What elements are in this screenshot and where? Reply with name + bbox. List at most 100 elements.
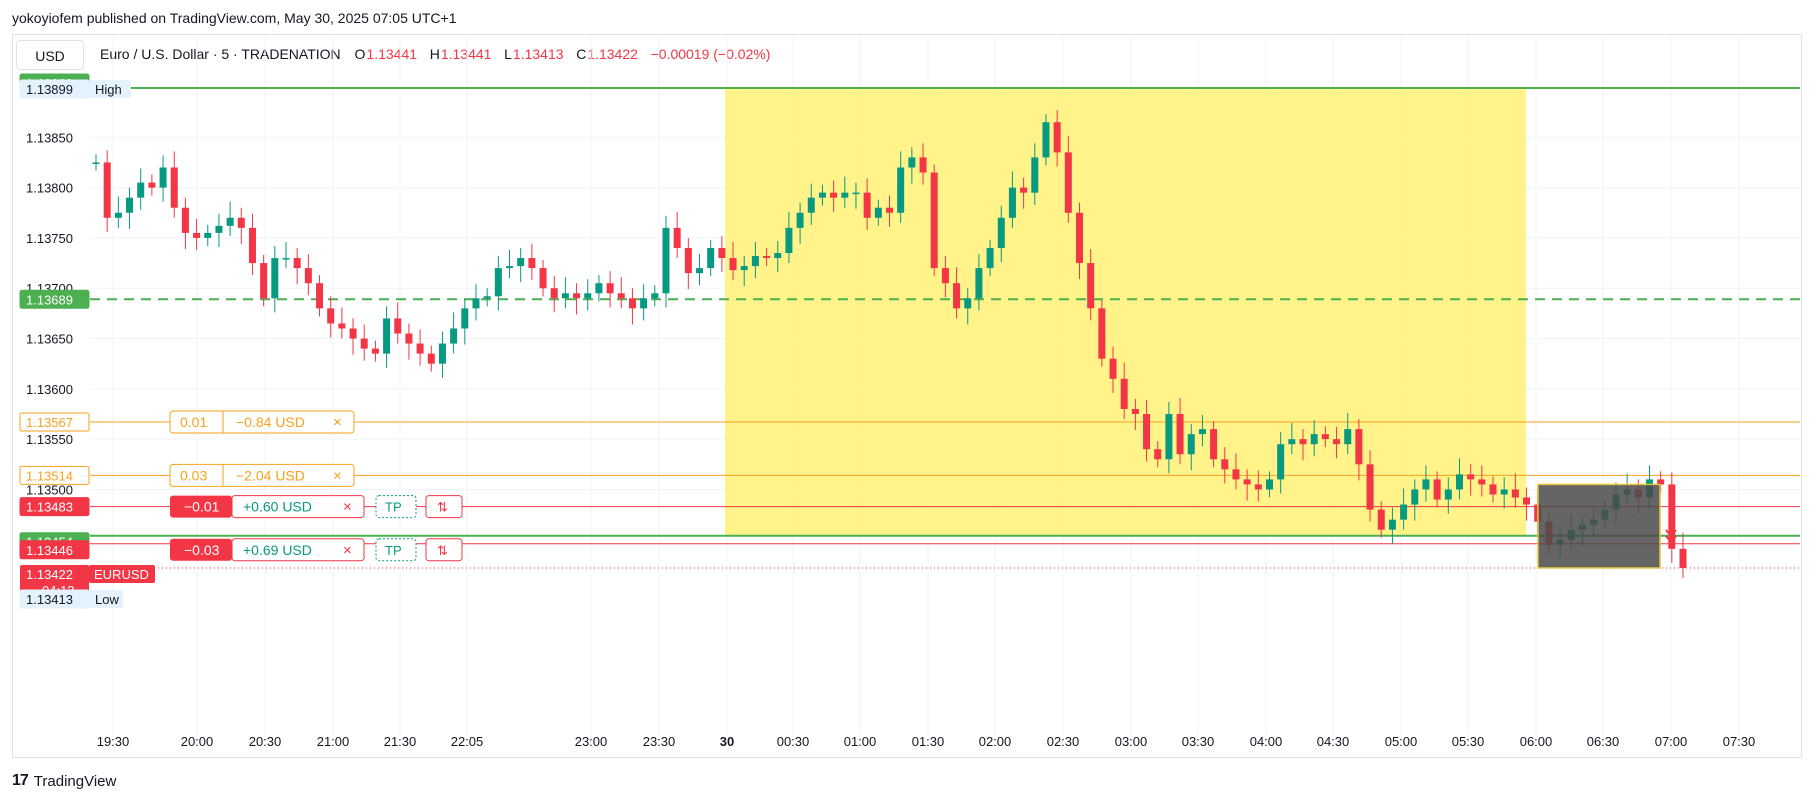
time-tick-label: 19:30 xyxy=(97,734,130,749)
tradingview-logo-icon: 17 xyxy=(12,772,29,789)
candle-body xyxy=(785,227,793,254)
candle-body xyxy=(1243,479,1251,485)
time-tick-label: 20:00 xyxy=(181,734,214,749)
candle-body xyxy=(383,318,391,354)
candle-body xyxy=(1165,414,1173,460)
tradingview-logo[interactable]: 17 TradingView xyxy=(12,772,116,790)
candle-body xyxy=(874,207,882,218)
time-tick-label: 01:00 xyxy=(844,734,877,749)
candle-body xyxy=(1277,444,1285,480)
open-value: 1.13441 xyxy=(366,46,418,62)
candle-body xyxy=(1422,479,1430,490)
sell-signal-icon xyxy=(1665,528,1677,544)
candle-body xyxy=(394,318,402,334)
position-qty-bg[interactable] xyxy=(170,495,232,518)
candle-body xyxy=(640,298,648,309)
candle-body xyxy=(1679,548,1687,568)
price-tick-label: 1.13800 xyxy=(26,181,73,196)
candle-body xyxy=(237,217,245,228)
candle-body xyxy=(953,283,961,309)
candle-body xyxy=(975,268,983,299)
tp-button[interactable] xyxy=(375,538,417,562)
candle-body xyxy=(1198,429,1206,435)
candle-body xyxy=(1020,187,1028,193)
candle-body xyxy=(338,323,346,329)
symbol-title[interactable]: Euro / U.S. Dollar · 5 · TRADENATION xyxy=(100,46,341,62)
time-tick-label: 23:00 xyxy=(575,734,608,749)
reverse-icon: ⇅ xyxy=(437,500,448,515)
price-label-pos1: 1.13483 xyxy=(26,500,73,515)
time-tick-label: 05:30 xyxy=(1452,734,1485,749)
position-qty-bg[interactable] xyxy=(170,538,232,561)
candle-body xyxy=(897,167,905,213)
price-tick-label: 1.13550 xyxy=(26,432,73,447)
candle-body xyxy=(1120,378,1128,409)
time-tick-label: 30 xyxy=(720,734,734,749)
candle-body xyxy=(1131,408,1139,414)
candle-body xyxy=(472,298,480,309)
price-label-high: 1.13899 xyxy=(26,82,73,97)
order-qty: 0.01 xyxy=(180,414,207,430)
position-pnl-box[interactable] xyxy=(231,538,365,562)
candle-body xyxy=(818,192,826,198)
candle-body xyxy=(248,227,256,264)
high-label: H xyxy=(429,46,440,62)
close-label: C xyxy=(576,46,587,62)
candle-body xyxy=(573,293,581,299)
candle-body xyxy=(1143,414,1151,450)
order-pnl: −2.04 USD xyxy=(236,467,305,483)
candle-body xyxy=(1377,509,1385,530)
candle-body xyxy=(1467,474,1475,480)
candle-body xyxy=(1489,484,1497,495)
candle-body xyxy=(360,338,368,349)
candle-body xyxy=(349,328,357,339)
candle-body xyxy=(450,328,458,344)
candle-body xyxy=(561,293,569,299)
candle-body xyxy=(964,298,972,309)
price-label-last: 1.13422 xyxy=(26,567,73,582)
time-tick-label: 23:30 xyxy=(643,734,676,749)
candle-body xyxy=(170,167,178,208)
position-pnl-box[interactable] xyxy=(231,495,365,519)
trade-tags: 0.01 −0.84 USD × 0.03 −2.04 USD × −0.01 +0.60 U… xyxy=(169,410,463,562)
tp-label: TP xyxy=(385,543,402,558)
position-qty: −0.01 xyxy=(184,499,220,515)
reverse-button[interactable] xyxy=(425,495,463,519)
currency-button[interactable]: USD xyxy=(16,40,84,70)
price-tick-label: 1.13500 xyxy=(26,482,73,497)
order-tag[interactable] xyxy=(169,410,355,434)
chart-frame xyxy=(12,34,1802,758)
candle-body xyxy=(483,296,491,299)
high-value: 1.13441 xyxy=(440,46,492,62)
order-qty: 0.03 xyxy=(180,467,207,483)
symbol-tag-bg xyxy=(89,564,155,583)
candle-body xyxy=(1668,484,1676,549)
candle-body xyxy=(1265,479,1273,490)
candle-body xyxy=(1511,489,1519,498)
position-pnl: +0.60 USD xyxy=(243,499,312,515)
change-value: −0.00019 (−0.02%) xyxy=(650,46,771,62)
price-label-low-tag: Low xyxy=(95,592,119,607)
time-tick-label: 02:30 xyxy=(1047,734,1080,749)
price-label-order2: 1.13514 xyxy=(26,468,73,483)
price-label-pos2: 1.13446 xyxy=(26,543,73,558)
candle-body xyxy=(1176,414,1184,455)
time-tick-label: 02:00 xyxy=(979,734,1012,749)
candle-body xyxy=(1478,479,1486,485)
price-label-order2-bg xyxy=(19,465,90,485)
candle-body xyxy=(1042,122,1050,158)
candle-body xyxy=(1366,464,1374,510)
price-labels: 1.139001.13899High1.136891.135671.135141… xyxy=(19,73,155,609)
tp-button[interactable] xyxy=(375,495,417,519)
candle-body xyxy=(461,308,469,329)
order-tag[interactable] xyxy=(169,463,355,487)
time-tick-label: 00:30 xyxy=(777,734,810,749)
order-close-icon: × xyxy=(333,467,342,484)
candle-body xyxy=(327,308,335,324)
candle-body xyxy=(1210,429,1218,460)
reverse-button[interactable] xyxy=(425,538,463,562)
candle-body xyxy=(293,258,301,269)
time-tick-label: 05:00 xyxy=(1385,734,1418,749)
candle-body xyxy=(997,217,1005,248)
